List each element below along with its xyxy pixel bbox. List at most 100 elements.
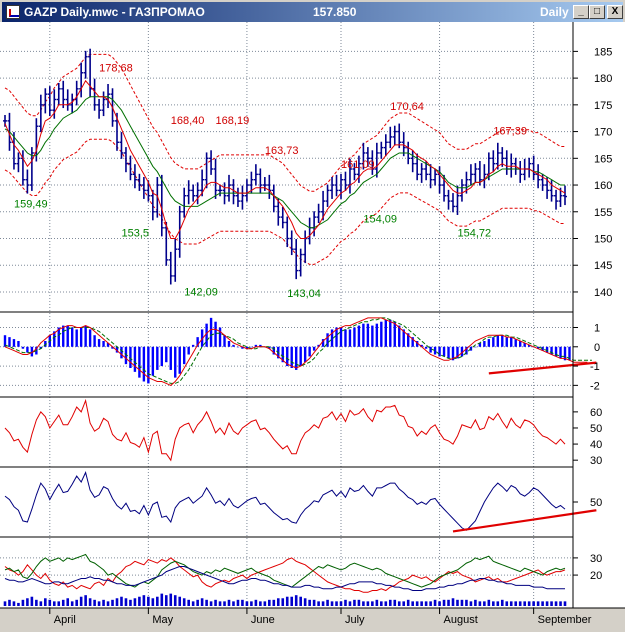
volume-bar [79,596,83,606]
price-tick-label: 180 [594,73,612,85]
macd-histogram-bar [295,346,298,370]
macd-histogram-bar [169,346,172,370]
macd-histogram-bar [214,321,217,347]
macd-histogram-bar [174,346,177,378]
close-button[interactable]: X [607,5,623,19]
macd-histogram-bar [389,319,392,347]
macd-histogram-bar [312,346,316,351]
macd-histogram-bar [424,346,428,349]
macd-histogram-bar [133,346,137,372]
volume-bar [312,599,316,606]
price-annotation: 154,09 [363,213,397,225]
macd-histogram-bar [57,327,60,347]
volume-bar [250,601,253,606]
volume-bar [75,599,78,606]
volume-bar [84,595,87,606]
volume-bar [281,598,285,606]
macd-histogram-bar [115,346,119,353]
volume-bar [303,598,307,606]
volume-bar [48,599,52,606]
price-annotation: 159,49 [14,198,48,210]
macd-histogram-bar [344,329,347,347]
macd-histogram-bar [147,346,150,384]
volume-bar [559,601,562,606]
macd-histogram-bar [88,329,92,347]
macd-histogram-bar [165,346,168,363]
volume-bar [406,599,410,606]
macd-histogram-bar [241,346,244,349]
volume-bar [420,601,423,606]
volume-bar [57,601,61,606]
volume-bar [411,601,414,606]
macd-histogram-bar [505,337,508,347]
macd-histogram-bar [84,325,87,347]
macd-histogram-bar [554,346,558,357]
macd-histogram-bar [411,337,414,347]
volume-bar [173,595,177,606]
volume-bar [142,595,146,606]
volume-bar [160,593,164,606]
volume-bar [102,599,105,606]
volume-bar [353,599,356,606]
macd-histogram-bar [420,344,423,347]
macd-histogram-bar [93,335,96,347]
macd-histogram-bar [541,346,544,351]
osc1-tick-label: 50 [590,423,602,435]
macd-histogram-bar [357,325,361,347]
price-annotation: 167,39 [493,125,527,137]
volume-bar [182,598,186,606]
macd-histogram-bar [286,346,289,367]
macd-histogram-bar [254,344,258,347]
macd-histogram-bar [402,329,405,347]
volume-bar [451,598,455,606]
title-bar[interactable]: GAZP Daily.mwc - ГАЗПРОМАО 157.850 Daily… [2,2,623,22]
macd-histogram-bar [487,339,491,347]
volume-bar [12,601,16,606]
volume-bar [563,601,567,606]
price-annotation: 142,09 [184,287,218,299]
macd-histogram-bar [281,346,284,363]
window-title: GAZP Daily.mwc - ГАЗПРОМАО [24,5,205,19]
minimize-button[interactable]: _ [573,5,589,19]
price-tick-label: 160 [594,180,612,192]
volume-bar [317,601,320,606]
volume-bar [272,599,276,606]
volume-bar [371,601,374,606]
macd-histogram-bar [183,346,186,365]
volume-bar [97,601,101,606]
price-annotation: 153,5 [121,227,149,239]
macd-histogram-bar [62,325,65,347]
macd-histogram-bar [290,346,293,368]
macd-histogram-bar [191,344,195,347]
price-annotation: 161,09 [341,159,375,171]
macd-histogram-bar [106,342,110,347]
price-tick-label: 170 [594,127,612,139]
volume-bar [500,599,504,606]
volume-bar [26,598,29,606]
volume-bar [156,596,159,606]
macd-histogram-bar [398,325,401,347]
macd-histogram-bar [71,327,74,347]
volume-bar [330,601,334,606]
macd-histogram-bar [563,346,567,361]
macd-histogram-bar [160,346,163,367]
volume-bar [545,601,549,606]
macd-histogram-bar [527,344,531,347]
price-annotation: 154,72 [457,227,491,239]
volume-bar [362,601,365,606]
macd-histogram-bar [456,346,459,359]
volume-bar [523,601,526,606]
volume-bar [285,596,289,606]
volume-bar [541,601,544,606]
price-tick-label: 145 [594,260,612,272]
dmi-tick-label: 30 [590,553,602,565]
month-label: June [251,614,275,626]
maximize-button[interactable]: □ [589,5,605,19]
axis-background [573,22,625,608]
volume-bar [35,599,38,606]
macd-histogram-bar [223,335,226,347]
macd-histogram-bar [8,337,11,347]
price-tick-label: 185 [594,46,612,58]
macd-histogram-bar [348,329,352,347]
volume-bar [487,599,491,606]
